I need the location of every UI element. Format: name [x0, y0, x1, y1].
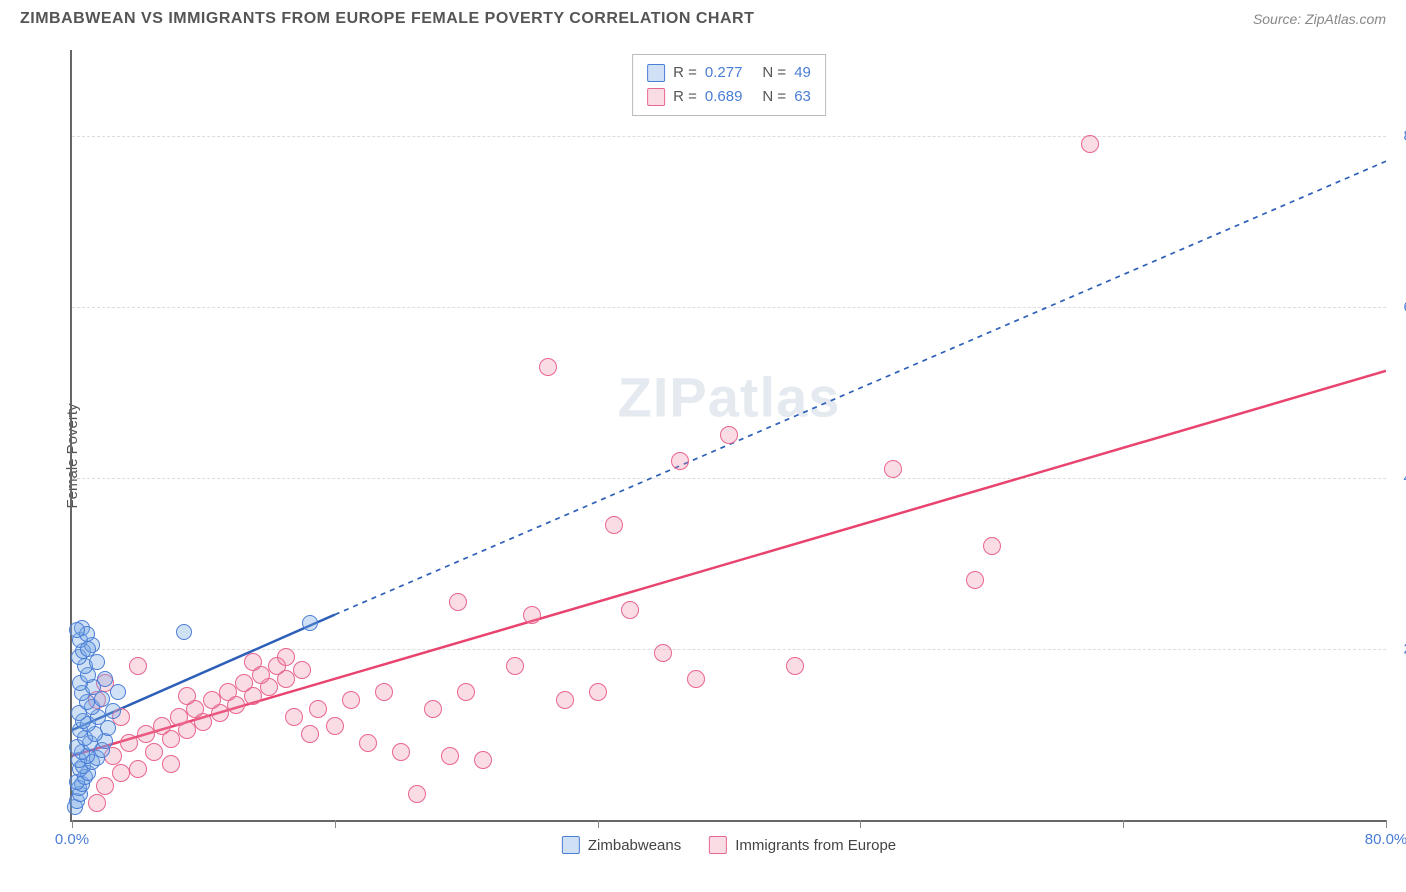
- europe-point: [539, 358, 557, 376]
- europe-point: [786, 657, 804, 675]
- zimbabweans-point: [69, 622, 85, 638]
- europe-point: [392, 743, 410, 761]
- legend-row: R =0.277N =49: [647, 61, 811, 85]
- legend-swatch: [562, 836, 580, 854]
- europe-point: [506, 657, 524, 675]
- x-tick: [1123, 820, 1124, 828]
- europe-point: [474, 751, 492, 769]
- x-tick-label: 80.0%: [1365, 831, 1406, 848]
- europe-point: [178, 687, 196, 705]
- europe-point: [605, 516, 623, 534]
- legend-swatch: [709, 836, 727, 854]
- x-tick: [860, 820, 861, 828]
- zimbabweans-point: [176, 624, 192, 640]
- europe-point: [457, 683, 475, 701]
- europe-point: [112, 764, 130, 782]
- europe-point: [966, 571, 984, 589]
- europe-point: [309, 700, 327, 718]
- chart-title: ZIMBABWEAN VS IMMIGRANTS FROM EUROPE FEM…: [20, 10, 754, 28]
- gridline: [72, 307, 1386, 308]
- europe-point: [96, 777, 114, 795]
- europe-point: [523, 606, 541, 624]
- europe-point: [621, 601, 639, 619]
- zimbabweans-point: [302, 615, 318, 631]
- legend-swatch: [647, 88, 665, 106]
- europe-point: [375, 683, 393, 701]
- europe-point: [326, 717, 344, 735]
- zimbabweans-point: [80, 641, 96, 657]
- europe-point: [449, 593, 467, 611]
- gridline: [72, 136, 1386, 137]
- x-tick: [1386, 820, 1387, 828]
- europe-point: [285, 708, 303, 726]
- legend-row: R =0.689N =63: [647, 85, 811, 109]
- europe-point: [293, 661, 311, 679]
- x-tick-label: 0.0%: [55, 831, 89, 848]
- europe-point: [654, 644, 672, 662]
- europe-point: [983, 537, 1001, 555]
- europe-point: [129, 657, 147, 675]
- gridline: [72, 478, 1386, 479]
- legend-item-europe: Immigrants from Europe: [709, 836, 896, 854]
- europe-point: [441, 747, 459, 765]
- europe-point: [277, 648, 295, 666]
- europe-point: [884, 460, 902, 478]
- series-legend: Zimbabweans Immigrants from Europe: [562, 836, 896, 854]
- legend-label: Zimbabweans: [588, 837, 681, 854]
- europe-point: [556, 691, 574, 709]
- europe-point: [145, 743, 163, 761]
- europe-point: [301, 725, 319, 743]
- x-tick: [335, 820, 336, 828]
- europe-point: [671, 452, 689, 470]
- europe-point: [203, 691, 221, 709]
- europe-point: [235, 674, 253, 692]
- europe-point: [244, 653, 262, 671]
- x-tick: [72, 820, 73, 828]
- watermark: ZIPatlas: [618, 364, 841, 429]
- correlation-legend: R =0.277N =49R =0.689N =63: [632, 54, 826, 116]
- europe-point: [589, 683, 607, 701]
- europe-point: [219, 683, 237, 701]
- x-tick: [598, 820, 599, 828]
- europe-point: [408, 785, 426, 803]
- europe-point: [129, 760, 147, 778]
- chart-header: ZIMBABWEAN VS IMMIGRANTS FROM EUROPE FEM…: [0, 0, 1406, 36]
- gridline: [72, 649, 1386, 650]
- zimbabweans-point: [110, 684, 126, 700]
- europe-point: [720, 426, 738, 444]
- europe-point: [88, 794, 106, 812]
- europe-point: [342, 691, 360, 709]
- zimbabweans-point: [105, 703, 121, 719]
- legend-swatch: [647, 64, 665, 82]
- europe-point: [170, 708, 188, 726]
- plot-area: ZIPatlas R =0.277N =49R =0.689N =63 Zimb…: [70, 50, 1386, 822]
- europe-point: [162, 755, 180, 773]
- legend-item-zimbabweans: Zimbabweans: [562, 836, 681, 854]
- europe-point: [137, 725, 155, 743]
- europe-point: [687, 670, 705, 688]
- chart-source: Source: ZipAtlas.com: [1253, 11, 1386, 27]
- zimbabweans-point: [97, 671, 113, 687]
- europe-point: [1081, 135, 1099, 153]
- europe-point: [424, 700, 442, 718]
- chart-area: Female Poverty ZIPatlas R =0.277N =49R =…: [50, 50, 1386, 862]
- europe-point: [153, 717, 171, 735]
- europe-point: [359, 734, 377, 752]
- europe-point: [120, 734, 138, 752]
- legend-label: Immigrants from Europe: [735, 837, 896, 854]
